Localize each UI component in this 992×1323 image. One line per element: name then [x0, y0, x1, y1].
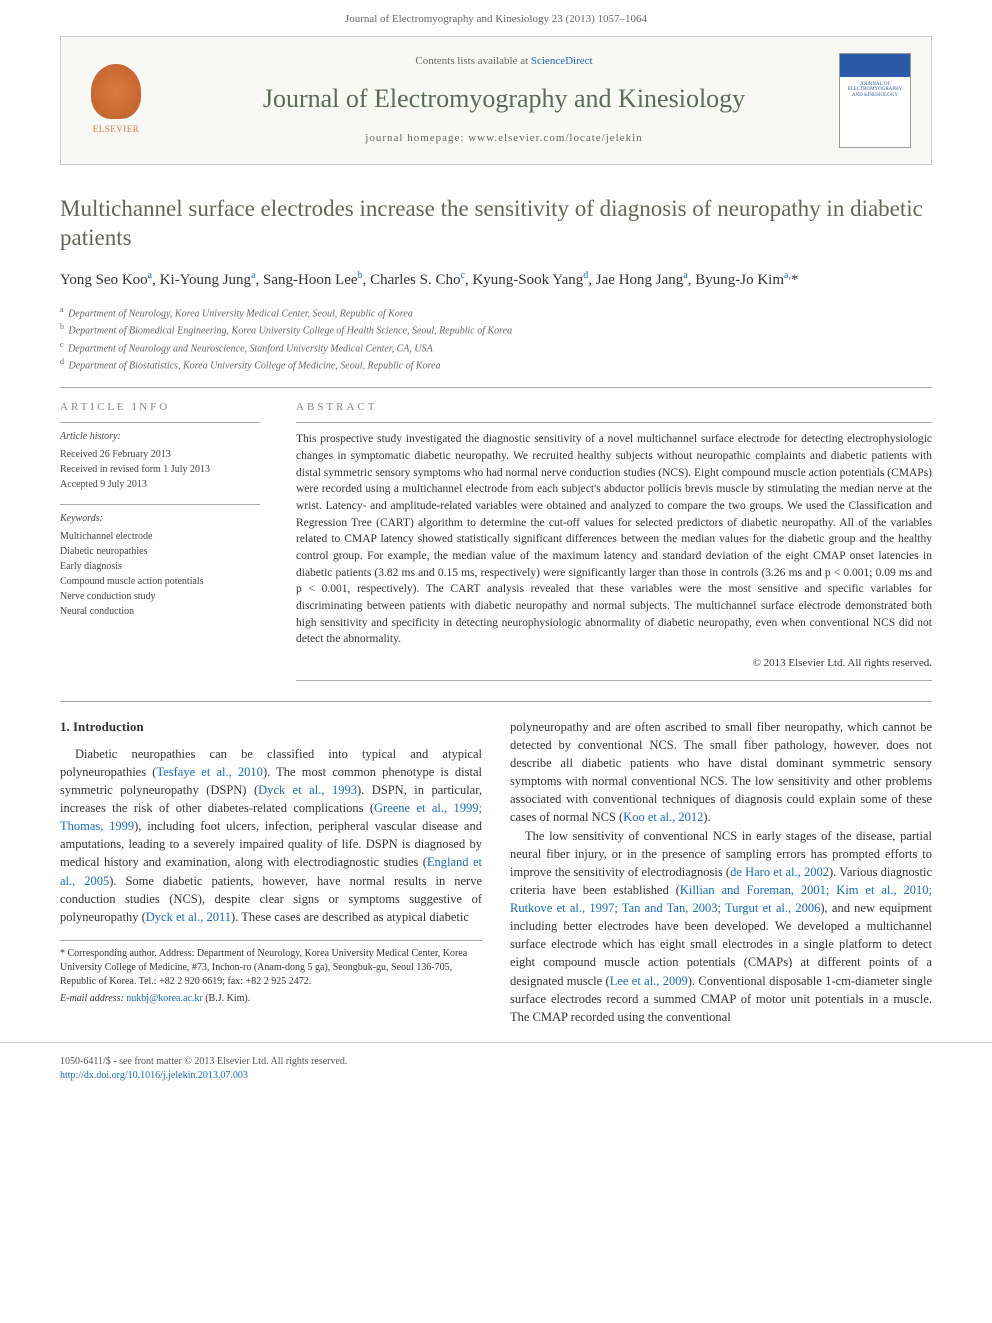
intro-para-3: The low sensitivity of conventional NCS … [510, 827, 932, 1026]
citation-link[interactable]: Dyck et al., 2011 [146, 910, 231, 924]
page-footer: 1050-6411/$ - see front matter © 2013 El… [0, 1042, 992, 1104]
divider [296, 422, 932, 423]
cover-thumb-text: JOURNAL OF ELECTROMYOGRAPHY AND KINESIOL… [844, 82, 906, 99]
citation-link[interactable]: de Haro et al., 2002 [730, 865, 829, 879]
citation-link[interactable]: Koo et al., 2012 [623, 810, 703, 824]
email-line: E-mail address: nukbj@korea.ac.kr (B.J. … [60, 992, 482, 1006]
keyword: Multichannel electrode [60, 529, 260, 544]
footnote-block: * Corresponding author. Address: Departm… [60, 940, 482, 1006]
citation-link[interactable]: Tesfaye et al., 2010 [156, 765, 263, 779]
authors-list: Yong Seo Kooa, Ki-Young Junga, Sang-Hoon… [60, 268, 932, 292]
divider [60, 422, 260, 423]
footer-left: 1050-6411/$ - see front matter © 2013 El… [60, 1055, 347, 1084]
elsevier-logo[interactable]: ELSEVIER [81, 60, 151, 140]
keywords-label: Keywords: [60, 511, 260, 526]
keyword: Nerve conduction study [60, 589, 260, 604]
abstract-col: ABSTRACT This prospective study investig… [296, 400, 932, 681]
journal-center: Contents lists available at ScienceDirec… [169, 54, 839, 148]
journal-name: Journal of Electromyography and Kinesiol… [169, 80, 839, 118]
divider [60, 387, 932, 388]
received-date: Received 26 February 2013 [60, 447, 260, 462]
abstract-text: This prospective study investigated the … [296, 431, 932, 648]
sciencedirect-link[interactable]: ScienceDirect [531, 55, 593, 67]
keywords-list: Multichannel electrodeDiabetic neuropath… [60, 529, 260, 619]
affiliation-line: a Department of Neurology, Korea Univers… [60, 304, 932, 321]
divider [60, 504, 260, 505]
divider [60, 701, 932, 702]
abstract-heading: ABSTRACT [296, 400, 932, 416]
citation-link[interactable]: Dyck et al., 1993 [258, 783, 357, 797]
article-info-col: ARTICLE INFO Article history: Received 2… [60, 400, 260, 681]
affiliation-line: d Department of Biostatistics, Korea Uni… [60, 356, 932, 373]
corresponding-author-note: * Corresponding author. Address: Departm… [60, 947, 482, 989]
history-label: Article history: [60, 429, 260, 444]
affiliations: a Department of Neurology, Korea Univers… [60, 304, 932, 373]
footer-front-matter: 1050-6411/$ - see front matter © 2013 El… [60, 1055, 347, 1070]
keyword: Neural conduction [60, 604, 260, 619]
citation-link[interactable]: Lee et al., 2009 [610, 974, 688, 988]
article-title: Multichannel surface electrodes increase… [60, 195, 932, 253]
divider [296, 680, 932, 681]
accepted-date: Accepted 9 July 2013 [60, 477, 260, 492]
journal-cover-thumb[interactable]: JOURNAL OF ELECTROMYOGRAPHY AND KINESIOL… [839, 53, 911, 148]
keyword: Early diagnosis [60, 559, 260, 574]
affiliation-line: b Department of Biomedical Engineering, … [60, 321, 932, 338]
elsevier-tree-icon [91, 64, 141, 119]
body-text: 1. Introduction Diabetic neuropathies ca… [60, 718, 932, 1026]
elsevier-label: ELSEVIER [93, 123, 140, 136]
revised-date: Received in revised form 1 July 2013 [60, 462, 260, 477]
contents-line: Contents lists available at ScienceDirec… [169, 54, 839, 70]
abstract-copyright: © 2013 Elsevier Ltd. All rights reserved… [296, 656, 932, 672]
running-header: Journal of Electromyography and Kinesiol… [0, 0, 992, 36]
intro-para-2: polyneuropathy and are often ascribed to… [510, 718, 932, 827]
doi-link[interactable]: http://dx.doi.org/10.1016/j.jelekin.2013… [60, 1069, 347, 1084]
email-link[interactable]: nukbj@korea.ac.kr [126, 993, 202, 1004]
intro-para-1: Diabetic neuropathies can be classified … [60, 745, 482, 926]
homepage-url[interactable]: www.elsevier.com/locate/jelekin [468, 132, 642, 144]
journal-masthead: ELSEVIER Contents lists available at Sci… [60, 36, 932, 165]
journal-homepage: journal homepage: www.elsevier.com/locat… [169, 131, 839, 147]
meta-abstract-row: ARTICLE INFO Article history: Received 2… [60, 400, 932, 681]
article-info-heading: ARTICLE INFO [60, 400, 260, 416]
affiliation-line: c Department of Neurology and Neuroscien… [60, 339, 932, 356]
keyword: Compound muscle action potentials [60, 574, 260, 589]
keyword: Diabetic neuropathies [60, 544, 260, 559]
header-citation: Journal of Electromyography and Kinesiol… [345, 13, 647, 25]
intro-heading: 1. Introduction [60, 718, 482, 737]
